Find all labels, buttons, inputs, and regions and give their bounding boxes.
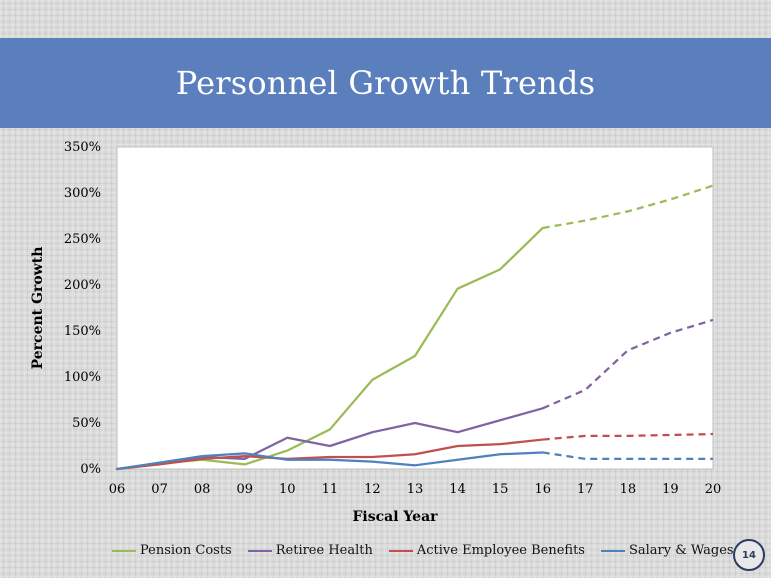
legend-label: Pension Costs (140, 543, 232, 558)
legend-label: Salary & Wages (628, 543, 734, 558)
x-tick-label: 06 (109, 482, 126, 497)
y-tick-label: 200% (64, 278, 101, 293)
series-lines (115, 184, 714, 471)
plot-area (116, 146, 714, 470)
series-line-actual (115, 438, 544, 471)
page-number: 14 (742, 549, 756, 561)
y-tick-label: 350% (64, 140, 101, 155)
x-tick-label: 10 (279, 482, 296, 497)
legend-swatch (247, 549, 272, 552)
x-axis-title: Fiscal Year (352, 509, 438, 525)
x-tick-label: 20 (705, 482, 722, 497)
series-line-projection (542, 451, 713, 461)
x-axis-ticks: 06 07 08 09 10 11 12 13 14 15 16 17 18 19 20 (109, 482, 722, 497)
x-tick-label: 13 (407, 482, 424, 497)
y-axis-title: Percent Growth (30, 247, 46, 370)
series-line-projection (542, 318, 714, 410)
legend-item: Pension Costs (112, 543, 232, 558)
y-tick-label: 0% (80, 462, 101, 477)
x-tick-label: 08 (194, 482, 211, 497)
legend-swatch (112, 549, 136, 552)
title-band: Personnel Growth Trends (0, 38, 771, 128)
x-tick-label: 07 (151, 482, 168, 497)
chart-legend: Pension Costs Retiree Health Active Employ… (112, 543, 734, 558)
series-line-projection (542, 432, 714, 441)
x-tick-label: 14 (449, 482, 466, 497)
legend-item: Retiree Health (247, 543, 373, 558)
x-tick-label: 16 (534, 482, 551, 497)
x-tick-label: 09 (236, 482, 253, 497)
y-tick-label: 100% (64, 370, 101, 385)
x-tick-label: 19 (662, 482, 679, 497)
y-tick-label: 150% (64, 324, 101, 339)
legend-label: Retiree Health (275, 543, 373, 558)
series-line-projection (542, 184, 714, 230)
x-tick-label: 15 (492, 482, 509, 497)
legend-swatch (600, 549, 625, 552)
y-tick-label: 250% (64, 232, 101, 247)
legend-item: Active Employee Benefits (388, 543, 585, 558)
x-tick-label: 11 (322, 482, 339, 497)
legend-swatch (388, 549, 413, 552)
x-tick-label: 18 (620, 482, 637, 497)
legend-item: Salary & Wages (600, 543, 734, 558)
series-line-actual (115, 451, 544, 471)
slide-title: Personnel Growth Trends (175, 64, 596, 102)
y-tick-label: 50% (72, 416, 101, 431)
y-axis-ticks: 0% 50% 100% 150% 200% 250% 300% 350% (64, 140, 101, 477)
x-tick-label: 17 (577, 482, 594, 497)
x-tick-label: 12 (364, 482, 381, 497)
y-tick-label: 300% (64, 186, 101, 201)
legend-label: Active Employee Benefits (416, 543, 585, 558)
page-number-badge: 14 (733, 539, 765, 571)
